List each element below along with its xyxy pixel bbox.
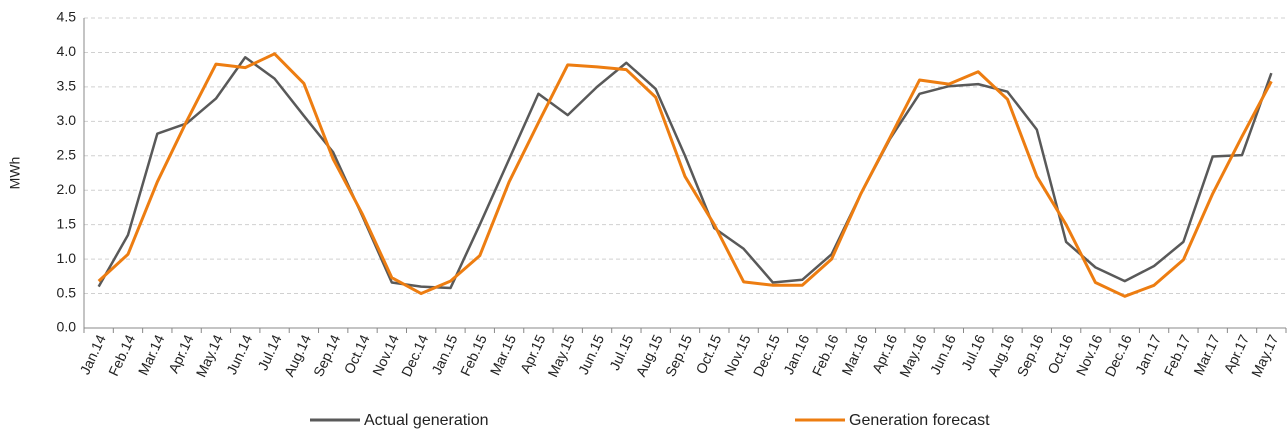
x-tick-label: Aug.15	[633, 332, 666, 379]
x-tick-label: Sep.15	[662, 332, 695, 379]
x-tick-label: Jan.16	[780, 332, 812, 377]
x-tick-label: Oct.15	[692, 332, 724, 376]
y-tick-label: 1.0	[57, 250, 77, 266]
x-tick-label: Dec.15	[750, 332, 783, 379]
x-tick-label: Jul.16	[958, 332, 988, 373]
x-tick-label: Jun.14	[223, 332, 255, 377]
y-tick-label: 0.0	[57, 319, 77, 335]
x-tick-label: Dec.14	[398, 332, 431, 379]
y-tick-label: 0.5	[57, 284, 77, 300]
x-tick-label: Sep.14	[310, 332, 343, 379]
x-tick-label: Nov.16	[1073, 332, 1106, 378]
x-tick-label: Jul.14	[254, 332, 284, 373]
x-tick-label: Jun.16	[927, 332, 959, 377]
x-tick-label: Oct.16	[1044, 332, 1076, 376]
y-tick-label: 4.5	[57, 9, 77, 25]
x-tick-label: Feb.16	[809, 332, 842, 378]
x-tick-label: Mar.17	[1190, 332, 1223, 378]
y-tick-label: 3.5	[57, 78, 77, 94]
x-tick-label: Mar.15	[487, 332, 520, 378]
y-tick-label: 1.5	[57, 215, 77, 231]
x-tick-label: Dec.16	[1102, 332, 1135, 379]
x-tick-label: May.15	[544, 332, 578, 380]
x-tick-label: Apr.16	[869, 332, 901, 376]
series-line	[97, 56, 1273, 290]
x-tick-label: Mar.14	[135, 332, 168, 378]
series-line	[97, 52, 1273, 298]
y-tick-label: 4.0	[57, 43, 77, 59]
x-tick-label: May.17	[1248, 332, 1282, 380]
x-tick-label: Nov.15	[721, 332, 754, 378]
x-tick-label: Mar.16	[838, 332, 871, 378]
x-tick-label: Oct.14	[341, 332, 373, 376]
x-tick-label: Jan.17	[1132, 332, 1164, 377]
x-tick-label: Apr.15	[517, 332, 549, 376]
legend-label: Generation forecast	[849, 412, 990, 429]
x-tick-label: Aug.14	[281, 332, 314, 379]
y-tick-label: 3.0	[57, 112, 77, 128]
x-tick-label: Aug.16	[984, 332, 1017, 379]
x-tick-label: Sep.16	[1014, 332, 1047, 379]
x-tick-label: May.14	[193, 332, 227, 380]
x-tick-label: Feb.14	[105, 332, 138, 378]
x-tick-label: Apr.14	[165, 332, 197, 376]
y-tick-label: 2.0	[57, 181, 77, 197]
x-tick-label: Apr.17	[1220, 332, 1252, 376]
x-tick-label: Jan.14	[76, 332, 108, 377]
y-tick-label: 2.5	[57, 146, 77, 162]
x-tick-label: Feb.15	[457, 332, 490, 378]
x-tick-label: Jan.15	[428, 332, 460, 377]
x-tick-label: Jul.15	[606, 332, 636, 373]
y-axis-label: MWh	[7, 157, 23, 190]
legend-label: Actual generation	[364, 412, 489, 429]
x-tick-label: Jun.15	[575, 332, 607, 377]
x-tick-label: Feb.17	[1161, 332, 1194, 378]
x-tick-label: May.16	[896, 332, 930, 380]
x-tick-label: Nov.14	[369, 332, 402, 378]
